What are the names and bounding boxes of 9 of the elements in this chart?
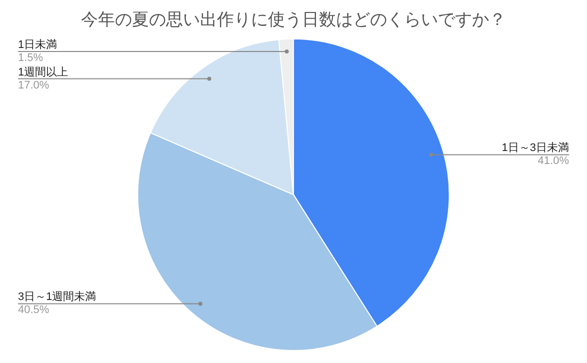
- data-label: 41.0%: [538, 155, 570, 168]
- slice-label: 1日未満: [18, 38, 58, 52]
- data-label: 40.5%: [18, 304, 50, 316]
- slice-label: 1週間以上: [18, 65, 68, 78]
- slice-label: 1日～3日未満: [502, 141, 569, 154]
- data-label: 17.0%: [18, 79, 50, 92]
- chart-title: 今年の夏の思い出作りに使う日数はどのくらいですか？: [81, 10, 506, 29]
- slice-label: 3日～1週間未満: [18, 290, 96, 304]
- data-label: 1.5%: [18, 52, 44, 64]
